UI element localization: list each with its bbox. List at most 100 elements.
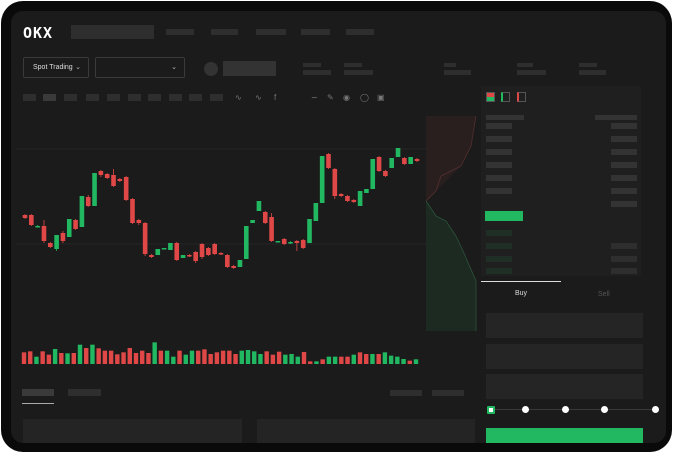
filter-button[interactable]: [390, 390, 422, 396]
ask-row-price[interactable]: [486, 175, 512, 181]
volume-bar: [208, 354, 213, 364]
volume-bar: [183, 354, 188, 364]
bid-row-amount[interactable]: [611, 243, 637, 249]
ask-row-price[interactable]: [486, 188, 512, 194]
nav-item[interactable]: [301, 29, 330, 35]
candle-body: [29, 215, 34, 225]
timeframe-button[interactable]: [43, 94, 56, 101]
bid-row-amount[interactable]: [611, 268, 637, 274]
slider-step[interactable]: [601, 406, 608, 413]
volume-bar: [270, 354, 276, 364]
timeframe-button[interactable]: [169, 94, 182, 101]
candle-body: [256, 201, 262, 211]
volume-bar: [146, 353, 151, 364]
filter-button[interactable]: [432, 390, 464, 396]
candle: [338, 193, 344, 197]
volume-bar: [258, 354, 263, 364]
timeframe-button[interactable]: [148, 94, 161, 101]
ask-row-amount[interactable]: [611, 136, 637, 142]
fx-icon[interactable]: f: [274, 93, 277, 102]
ask-row-price[interactable]: [486, 162, 512, 168]
amount-input[interactable]: [486, 344, 643, 369]
candle-body: [395, 148, 401, 157]
candle-body: [364, 189, 369, 193]
orderbook-sell-icon[interactable]: [517, 92, 526, 102]
active-tab-underline: [22, 403, 54, 404]
candle-body: [307, 219, 312, 243]
buy-submit-button[interactable]: [486, 428, 643, 443]
ask-row-amount[interactable]: [611, 188, 637, 194]
nav-item[interactable]: [211, 29, 238, 35]
candle: [85, 195, 91, 207]
slider-step[interactable]: [652, 406, 659, 413]
bid-row-amount[interactable]: [611, 256, 637, 262]
timeframe-button[interactable]: [128, 94, 141, 101]
line-icon[interactable]: ∽: [311, 93, 318, 102]
candle: [237, 260, 243, 267]
nav-item[interactable]: [256, 29, 286, 35]
candle: [66, 219, 72, 237]
bid-row-price[interactable]: [486, 243, 512, 249]
candlestick-chart[interactable]: [11, 106, 481, 371]
candle: [300, 239, 306, 249]
volume-bar: [326, 356, 332, 364]
candle: [161, 248, 167, 250]
ask-row-price[interactable]: [486, 123, 512, 129]
candle: [206, 247, 211, 256]
ask-row-price[interactable]: [486, 149, 512, 155]
nav-item[interactable]: [166, 29, 194, 35]
candle-body: [22, 215, 28, 218]
volume-bar: [40, 351, 45, 364]
bid-row-price[interactable]: [486, 256, 512, 262]
candle-body: [294, 241, 300, 243]
volume-bar: [308, 361, 313, 364]
pair-selector-dropdown[interactable]: ⌄: [95, 57, 185, 78]
indicator-icon[interactable]: ∿: [235, 93, 242, 102]
coin-icon: [204, 62, 218, 76]
draw-icon[interactable]: ✎: [327, 93, 334, 102]
tab-order-history[interactable]: [68, 389, 101, 396]
orderbook-buy-icon[interactable]: [501, 92, 510, 102]
ask-row-amount[interactable]: [611, 201, 637, 207]
indicator-icon[interactable]: ∿: [255, 93, 262, 102]
volume-bar: [320, 359, 325, 364]
timeframe-button[interactable]: [64, 94, 77, 101]
tab-open-orders[interactable]: [22, 389, 54, 396]
ask-row-price[interactable]: [486, 136, 512, 142]
ask-row-amount[interactable]: [611, 149, 637, 155]
candle: [389, 158, 395, 168]
timeframe-button[interactable]: [107, 94, 120, 101]
candle-body: [92, 173, 97, 206]
volume-bar: [345, 356, 350, 364]
buy-tab[interactable]: Buy: [515, 290, 528, 297]
volume-bar: [46, 354, 52, 364]
candle-body: [199, 244, 205, 257]
ask-row-amount[interactable]: [611, 123, 637, 129]
candle-body: [370, 159, 376, 189]
candle: [142, 222, 148, 256]
timeframe-button[interactable]: [86, 94, 99, 101]
bid-row-price[interactable]: [486, 230, 512, 236]
candle: [275, 241, 281, 243]
slider-step[interactable]: [522, 406, 529, 413]
bid-row-price[interactable]: [486, 268, 512, 274]
volume-bar: [289, 354, 294, 364]
slider-handle[interactable]: [487, 406, 495, 414]
orderbook-both-icon[interactable]: [486, 92, 495, 102]
fullscreen-icon[interactable]: ▣: [377, 93, 385, 102]
ask-row-amount[interactable]: [611, 162, 637, 168]
slider-step[interactable]: [562, 406, 569, 413]
magnet-icon[interactable]: ◉: [343, 93, 350, 102]
timeframe-button[interactable]: [189, 94, 202, 101]
timeframe-button[interactable]: [210, 94, 223, 101]
sell-tab[interactable]: Sell: [598, 291, 610, 298]
price-input[interactable]: [486, 313, 643, 338]
search-placeholder[interactable]: [71, 25, 154, 39]
ask-row-amount[interactable]: [611, 175, 637, 181]
total-input[interactable]: [486, 374, 643, 399]
candle: [250, 220, 255, 223]
eye-icon[interactable]: ◯: [360, 93, 369, 102]
timeframe-button[interactable]: [23, 94, 36, 101]
nav-item[interactable]: [346, 29, 374, 35]
spot-trading-dropdown[interactable]: Spot Trading ⌄: [23, 57, 89, 78]
